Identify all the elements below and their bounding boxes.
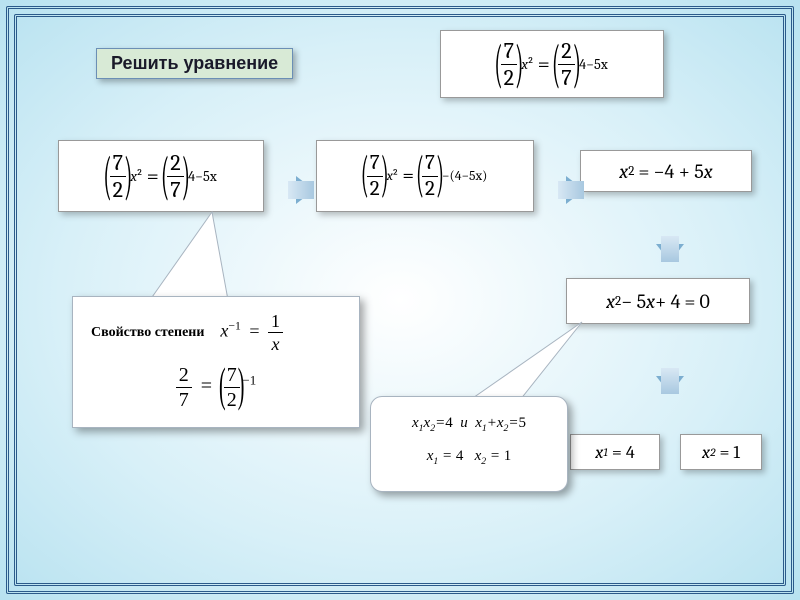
- box-step3: x2=−4 + 5x: [580, 150, 752, 192]
- property-label: Свойство степени: [91, 325, 204, 341]
- box-problem: (72)x² = (27)4−5x: [440, 30, 664, 98]
- arrow-4: [656, 376, 684, 394]
- box-step4: x2 − 5x + 4=0: [566, 278, 750, 324]
- title-box: Решить уравнение: [96, 48, 293, 79]
- callout-vieta: x1x2=4 и x1+x2=5 x1 = 4 x2 = 1: [370, 396, 568, 492]
- arrow-3: [656, 244, 684, 262]
- arrow-1: [296, 176, 314, 204]
- title-text: Решить уравнение: [111, 53, 278, 73]
- box-step1: (72)x² = (27)4−5x: [58, 140, 264, 212]
- vieta-line1: x1x2=4 и x1+x2=5: [389, 415, 549, 434]
- box-ans1: x1=4: [570, 434, 660, 470]
- arrow-2: [566, 176, 584, 204]
- box-step2: (72)x² = (72)−(4−5x): [316, 140, 534, 212]
- box-ans2: x2=1: [680, 434, 762, 470]
- callout-property: Свойство степени x−1 = 1x 27 = (72)−1: [72, 296, 360, 428]
- vieta-line2: x1 = 4 x2 = 1: [389, 448, 549, 467]
